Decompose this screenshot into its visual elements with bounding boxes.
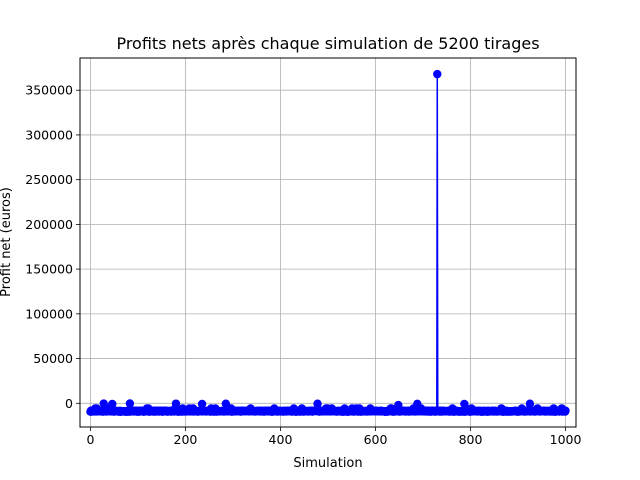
data-point: [525, 399, 535, 408]
y-tick-label: 250000: [25, 172, 73, 187]
y-tick-label: 200000: [25, 217, 73, 232]
y-tick-label: 0: [65, 396, 73, 411]
x-tick-label: 800: [459, 432, 483, 447]
x-tick-label: 0: [86, 432, 94, 447]
y-tick-label: 50000: [33, 351, 73, 366]
data-point: [108, 399, 117, 409]
data-point: [171, 399, 181, 408]
ticks: 0 200 400 600 800 1000 0 50000 100000 150000 20000…: [25, 83, 581, 447]
y-tick-label: 150000: [25, 262, 73, 277]
x-tick-label: 600: [364, 432, 388, 447]
axes-frame: [79, 57, 577, 428]
y-tick-label: 300000: [25, 127, 73, 142]
chart-title: Profits nets après chaque simulation de …: [116, 34, 539, 53]
x-axis-label: Simulation: [293, 456, 362, 471]
y-axis-label: Profit net (euros): [0, 187, 14, 297]
x-tick-label: 1000: [550, 432, 582, 447]
y-tick-label: 350000: [25, 83, 73, 98]
data-point: [197, 399, 207, 409]
x-tick-label: 200: [174, 432, 198, 447]
plot-area: [86, 69, 570, 416]
data-point: [561, 406, 570, 415]
data-point: [313, 399, 322, 408]
x-tick-label: 400: [269, 432, 293, 447]
grid: [80, 58, 576, 427]
y-tick-label: 100000: [25, 306, 73, 321]
data-point: [433, 69, 442, 79]
data-point: [125, 399, 135, 408]
